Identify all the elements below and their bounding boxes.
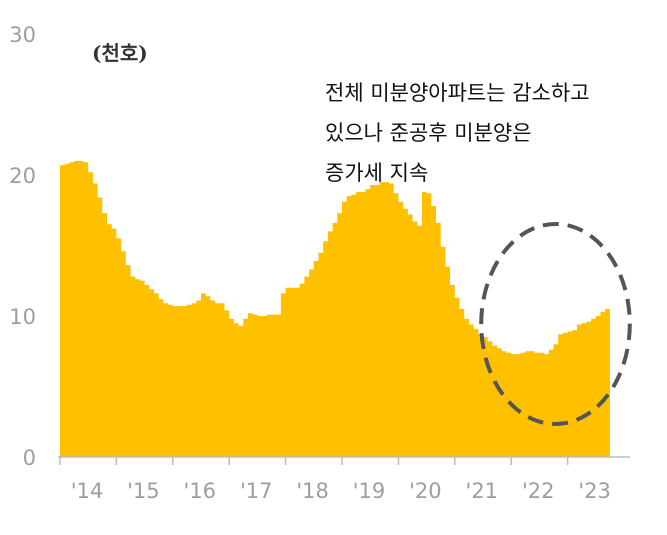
annotation-line-2: 있으나 준공후 미분양은: [325, 121, 532, 145]
area-series: [60, 160, 610, 457]
x-tick-label: '14: [71, 479, 104, 503]
y-tick-label: 20: [9, 164, 36, 188]
axis-layer: [58, 456, 630, 465]
x-tick-labels: '14 '15 '16 '17 '18 '19 '20 '21 '22 '23: [71, 479, 611, 503]
y-tick-labels: 0 10 20 30: [9, 23, 36, 470]
annotation-line-1: 전체 미분양아파트는 감소하고: [325, 81, 590, 105]
y-tick-label: 0: [23, 446, 36, 470]
y-tick-label: 10: [9, 305, 36, 329]
y-tick-label: 30: [9, 23, 36, 47]
x-tick-label: '15: [127, 479, 160, 503]
x-tick-label: '21: [466, 479, 499, 503]
highlight-ellipse: [479, 222, 632, 426]
x-tick-label: '20: [409, 479, 442, 503]
x-tick-label: '23: [578, 479, 611, 503]
x-tick-label: '22: [522, 479, 555, 503]
unit-label: (천호): [92, 41, 148, 65]
area-layer: [60, 160, 610, 457]
x-tick-label: '17: [240, 479, 273, 503]
x-tick-label: '16: [184, 479, 217, 503]
x-tick-label: '18: [296, 479, 329, 503]
x-tick-label: '19: [353, 479, 386, 503]
annotation-line-3: 증가세 지속: [325, 161, 428, 185]
